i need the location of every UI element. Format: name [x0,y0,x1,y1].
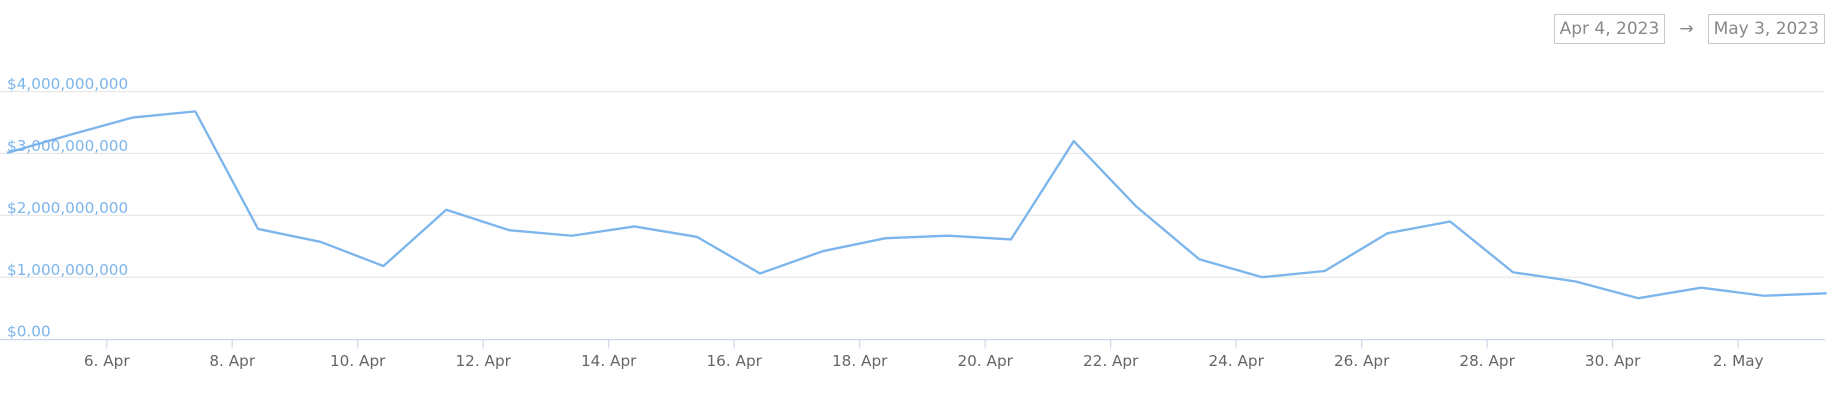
x-tick-label: 6. Apr [84,352,130,370]
x-tick-label: 10. Apr [330,352,386,370]
x-tick-label: 26. Apr [1334,352,1390,370]
x-tick-label: 2. May [1713,352,1764,370]
x-tick-label: 16. Apr [706,352,762,370]
y-tick-label: $0.00 [7,323,51,341]
x-tick-label: 22. Apr [1083,352,1139,370]
x-tick-label: 18. Apr [832,352,888,370]
x-tick-label: 14. Apr [581,352,637,370]
y-tick-label: $1,000,000,000 [7,261,128,279]
x-tick-label: 28. Apr [1459,352,1515,370]
x-tick-label: 24. Apr [1208,352,1264,370]
date-from[interactable]: Apr 4, 2023 [1553,14,1666,44]
line-series [6,110,1827,300]
y-tick-label: $2,000,000,000 [7,199,128,217]
y-tick-label: $3,000,000,000 [7,137,128,155]
x-tick-label: 8. Apr [209,352,255,370]
x-tick-label: 12. Apr [455,352,511,370]
x-tick-label: 30. Apr [1585,352,1641,370]
date-separator: → [1679,19,1694,39]
x-tick-label: 20. Apr [957,352,1013,370]
y-tick-label: $4,000,000,000 [7,75,128,93]
date-range: Apr 4, 2023 → May 3, 2023 [1553,14,1825,44]
date-to[interactable]: May 3, 2023 [1707,14,1825,44]
